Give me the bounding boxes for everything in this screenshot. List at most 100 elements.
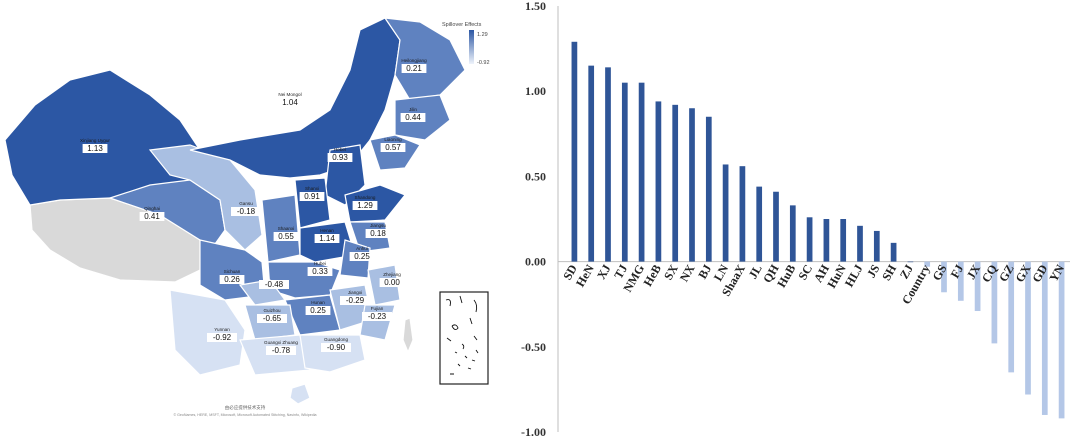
map-caption: 由必应提供技术支持 xyxy=(225,404,266,411)
map-label-box xyxy=(380,143,406,152)
bar-chart-panel: 1.50 1.00 0.50 0.00 -0.50 -1.00 SD HeN XJ TJ NMG H… xyxy=(490,0,1072,439)
map-label-name: Hunan xyxy=(311,300,325,305)
map-label-name: Fujian xyxy=(371,306,384,311)
x-tick-label: BJ xyxy=(695,262,714,281)
map-label-name: Yunnan xyxy=(214,327,230,332)
map-label-box xyxy=(327,153,353,162)
map-label-box xyxy=(307,267,333,276)
map-label-box xyxy=(305,306,331,315)
map-label-value: -0.23 xyxy=(368,312,387,321)
bar xyxy=(621,82,628,262)
map-label-name: Henan xyxy=(320,228,334,233)
map-label-name: Shandong xyxy=(355,195,376,200)
x-tick-label: SC xyxy=(795,262,815,282)
map-label-box xyxy=(314,234,340,243)
x-tick-label: ZJ xyxy=(897,262,916,281)
bar xyxy=(1058,261,1065,419)
map-label-value: 0.57 xyxy=(385,143,401,152)
y-tick-label: 1.50 xyxy=(525,0,546,13)
bar xyxy=(857,225,863,262)
x-tick-label: NX xyxy=(677,262,698,284)
bar xyxy=(705,116,712,262)
x-tick-label: FJ xyxy=(948,262,967,281)
map-label: Yunnan-0.92 xyxy=(207,327,237,342)
map-label-name: Shaanxi xyxy=(278,226,295,231)
bar xyxy=(924,261,931,267)
map-label-value: -0.18 xyxy=(237,207,256,216)
bar xyxy=(773,191,779,262)
bar xyxy=(890,242,897,262)
map-label-value: -0.48 xyxy=(265,280,284,289)
x-tick-label: SX xyxy=(661,262,681,283)
yunnan-region xyxy=(169,289,246,376)
map-label-box xyxy=(365,229,391,238)
map-label: Guangxi Zhuang-0.78 xyxy=(264,340,298,355)
map-label-name: Nei Mongol xyxy=(278,92,301,97)
map-label-box xyxy=(207,333,237,342)
map-label-name: Hubei xyxy=(314,261,326,266)
map-label-box xyxy=(257,314,287,323)
map-label-value: -0.29 xyxy=(346,296,365,305)
map-label-name: Qinghai xyxy=(144,206,160,211)
map-label-value: 0.55 xyxy=(278,232,294,241)
bar xyxy=(840,219,847,262)
y-tick-label: -1.00 xyxy=(521,425,546,437)
map-label-value: 0.25 xyxy=(354,252,370,261)
map-label-value: 0.00 xyxy=(384,278,400,287)
map-label-name: Shanxi xyxy=(305,186,319,191)
map-regions xyxy=(4,17,466,405)
map-label-name: Zhejiang xyxy=(383,272,401,277)
map-label-name: Guangdong xyxy=(324,337,348,342)
map-label-box xyxy=(273,232,299,241)
map-label-name: Liaoning xyxy=(384,137,402,142)
taiwan-region xyxy=(402,317,414,354)
bar xyxy=(789,205,796,262)
x-tick-label: XJ xyxy=(594,262,613,282)
map-label-value: 1.14 xyxy=(319,234,335,243)
legend-title: Spillover Effects xyxy=(442,22,482,28)
bar xyxy=(907,261,914,263)
map-label-name: Heilongjiang xyxy=(401,58,427,63)
bar xyxy=(739,166,746,262)
map-label-box xyxy=(340,296,370,305)
map-label-box xyxy=(139,212,165,221)
map-label-value: 0.41 xyxy=(144,212,160,221)
map-label-box xyxy=(379,278,405,287)
bar xyxy=(655,101,662,262)
bar xyxy=(991,261,998,344)
map-label-name: Anhui xyxy=(356,246,368,251)
bar xyxy=(1025,261,1031,395)
map-label-name: Hebei xyxy=(334,147,346,152)
bar xyxy=(605,67,611,262)
map-label-name: Gansu xyxy=(239,201,253,206)
map-label-value: 0.26 xyxy=(224,275,240,284)
x-tick-label: HLJ xyxy=(842,262,866,289)
map-label-name: Guizhou xyxy=(263,308,281,313)
map-label-box xyxy=(82,144,108,153)
shanxi-region xyxy=(294,177,331,229)
south-china-sea-inset xyxy=(439,291,489,385)
map-label-name: Jilin xyxy=(409,107,417,112)
x-tick-label: SH xyxy=(879,262,899,283)
x-tick-label: TJ xyxy=(611,262,630,281)
x-tick-label: JX xyxy=(964,262,984,282)
map-label-value: 1.13 xyxy=(87,144,103,153)
map-label-value: 0.91 xyxy=(304,192,320,201)
map-label-value: 0.93 xyxy=(332,153,348,162)
map-label-value: 0.25 xyxy=(310,306,326,315)
bar xyxy=(823,219,830,262)
legend-min: -0.92 xyxy=(477,60,490,66)
map-label-value: 0.44 xyxy=(405,113,421,122)
inset-islands xyxy=(445,295,479,375)
bar xyxy=(957,261,964,301)
